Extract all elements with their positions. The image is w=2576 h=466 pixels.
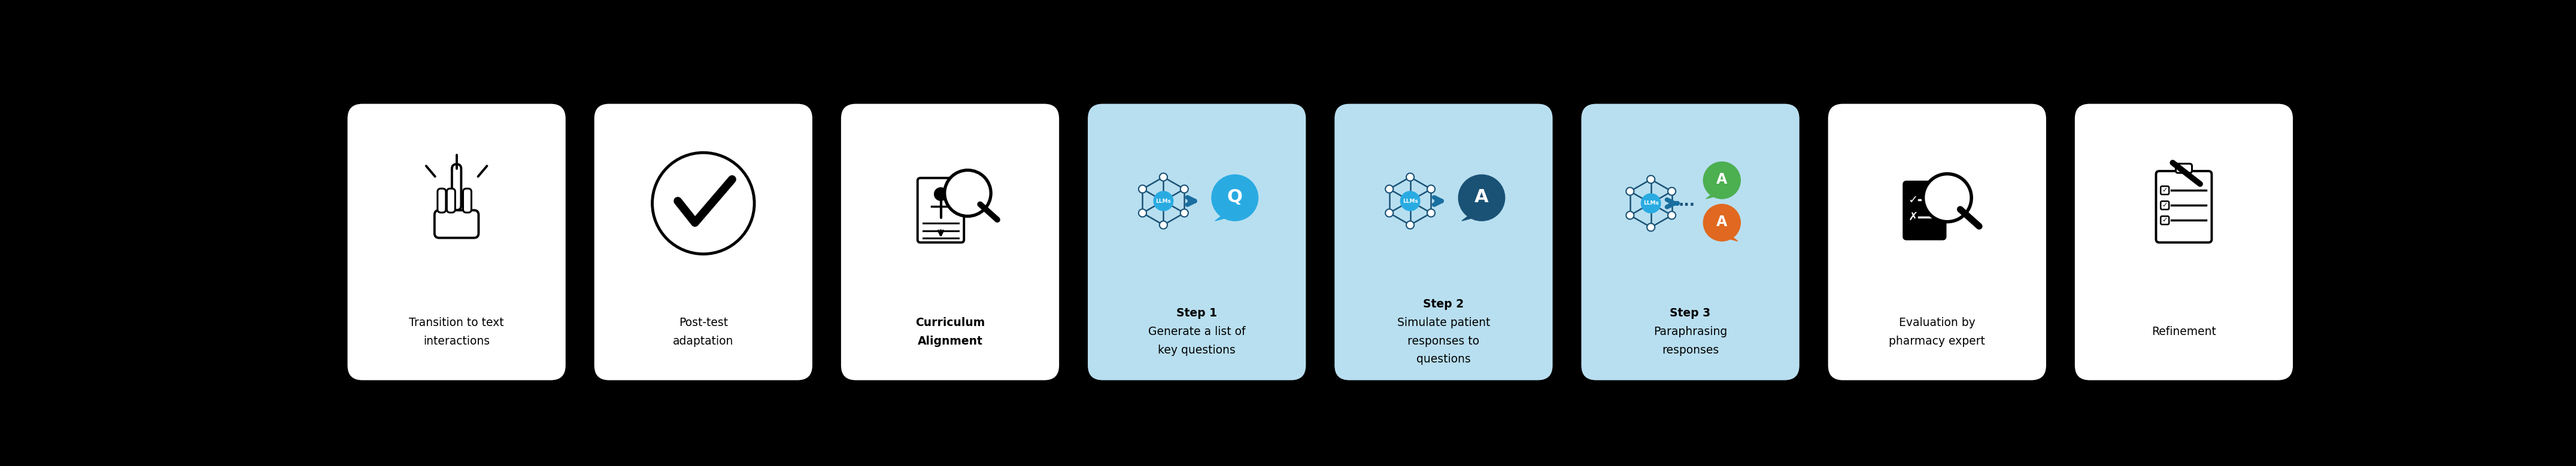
Circle shape <box>1139 209 1146 217</box>
Text: LLMs: LLMs <box>1401 199 1417 204</box>
Circle shape <box>1386 209 1394 217</box>
FancyBboxPatch shape <box>435 210 479 238</box>
Text: Generate a list of: Generate a list of <box>1149 326 1244 337</box>
FancyBboxPatch shape <box>2074 104 2293 380</box>
Text: ✓: ✓ <box>1909 194 1919 206</box>
Text: ✓: ✓ <box>2161 202 2166 208</box>
Circle shape <box>1625 212 1633 219</box>
Text: A: A <box>1473 188 1489 206</box>
Text: Evaluation by: Evaluation by <box>1899 317 1976 329</box>
FancyBboxPatch shape <box>438 189 446 212</box>
Text: ✓: ✓ <box>2161 217 2166 223</box>
Text: Post-test: Post-test <box>677 317 729 329</box>
Circle shape <box>1180 185 1188 193</box>
Circle shape <box>1646 223 1654 231</box>
Text: Step 3: Step 3 <box>1669 308 1710 319</box>
Text: Refinement: Refinement <box>2151 326 2215 337</box>
Circle shape <box>1427 185 1435 193</box>
FancyBboxPatch shape <box>1334 104 1553 380</box>
Text: Q: Q <box>1226 188 1242 206</box>
Text: responses: responses <box>1662 344 1718 356</box>
Text: LLMs: LLMs <box>1157 199 1172 204</box>
Circle shape <box>652 153 755 254</box>
Circle shape <box>1625 187 1633 195</box>
FancyBboxPatch shape <box>2177 164 2192 173</box>
Circle shape <box>1211 175 1257 221</box>
Circle shape <box>1703 162 1741 199</box>
FancyBboxPatch shape <box>2156 171 2213 242</box>
Text: responses to: responses to <box>1406 336 1479 347</box>
Circle shape <box>1154 192 1172 211</box>
Circle shape <box>1458 175 1504 221</box>
Text: A: A <box>1716 215 1728 229</box>
Text: Transition to text: Transition to text <box>410 317 505 329</box>
Circle shape <box>1703 204 1741 241</box>
FancyBboxPatch shape <box>2161 186 2169 194</box>
FancyBboxPatch shape <box>1582 104 1801 380</box>
Text: adaptation: adaptation <box>672 336 734 347</box>
Text: Simulate patient: Simulate patient <box>1396 317 1489 329</box>
Text: questions: questions <box>1417 354 1471 365</box>
Text: ✓: ✓ <box>2161 187 2166 193</box>
Text: Paraphrasing: Paraphrasing <box>1654 326 1728 337</box>
Polygon shape <box>1463 209 1486 221</box>
Text: Alignment: Alignment <box>917 336 981 347</box>
FancyBboxPatch shape <box>2161 201 2169 210</box>
Circle shape <box>1646 176 1654 183</box>
Circle shape <box>945 170 992 216</box>
FancyBboxPatch shape <box>595 104 811 380</box>
Circle shape <box>1159 173 1167 181</box>
FancyBboxPatch shape <box>451 164 461 210</box>
Text: pharmacy expert: pharmacy expert <box>1888 336 1986 347</box>
Circle shape <box>1924 174 1971 222</box>
Circle shape <box>1406 221 1414 229</box>
FancyBboxPatch shape <box>1829 104 2045 380</box>
FancyBboxPatch shape <box>464 189 471 212</box>
Text: LLMs: LLMs <box>1643 201 1659 206</box>
Polygon shape <box>1705 190 1726 199</box>
Text: key questions: key questions <box>1159 344 1236 356</box>
Text: Step 1: Step 1 <box>1177 308 1218 319</box>
FancyBboxPatch shape <box>446 189 456 212</box>
FancyBboxPatch shape <box>1904 182 1945 239</box>
Circle shape <box>1641 194 1662 213</box>
FancyBboxPatch shape <box>840 104 1059 380</box>
Text: Step 2: Step 2 <box>1422 299 1463 310</box>
Circle shape <box>935 188 948 200</box>
Text: A: A <box>1716 172 1728 187</box>
Circle shape <box>1159 221 1167 229</box>
FancyBboxPatch shape <box>348 104 567 380</box>
Circle shape <box>1386 185 1394 193</box>
Polygon shape <box>1718 232 1739 241</box>
Text: ...: ... <box>1677 194 1695 209</box>
Polygon shape <box>1216 209 1242 221</box>
Circle shape <box>1180 209 1188 217</box>
FancyBboxPatch shape <box>1087 104 1306 380</box>
Circle shape <box>1667 212 1677 219</box>
Circle shape <box>1401 192 1419 211</box>
Circle shape <box>1139 185 1146 193</box>
Circle shape <box>1427 209 1435 217</box>
FancyBboxPatch shape <box>2161 216 2169 225</box>
FancyBboxPatch shape <box>917 178 963 242</box>
Text: interactions: interactions <box>422 336 489 347</box>
Circle shape <box>1667 187 1677 195</box>
Circle shape <box>1406 173 1414 181</box>
Text: Curriculum: Curriculum <box>914 317 984 329</box>
Text: ✗: ✗ <box>1909 212 1919 223</box>
